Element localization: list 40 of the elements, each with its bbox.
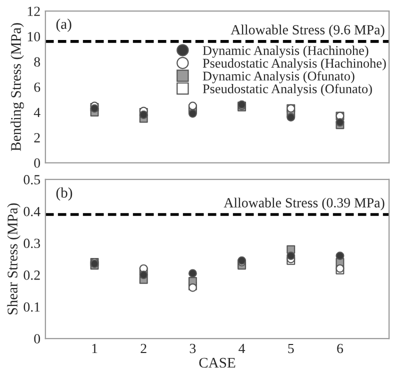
point: [286, 104, 296, 113]
y-tick-label: 0: [34, 158, 40, 168]
x-tick-label: 4: [238, 344, 246, 354]
y-tick-label: 10: [28, 32, 40, 42]
legend-label: Pseudostatic Analysis (Hachinohe): [202, 58, 386, 70]
annotation: (a): [56, 18, 72, 32]
point: [188, 269, 197, 278]
ref-line-label: Allowable Stress (0.39 MPa): [224, 198, 384, 210]
x-tick-label: 2: [140, 344, 146, 354]
legend-label: Pseudostatic Analysis (Ofunato): [202, 84, 372, 96]
y-axis-title: Bending Stress (MPa): [10, 23, 24, 151]
ref-line-label: Allowable Stress (9.6 MPa): [230, 24, 384, 38]
point: [188, 102, 197, 110]
point: [188, 109, 197, 118]
x-tick-label: 5: [288, 344, 294, 354]
point: [139, 110, 148, 119]
y-tick-label: 6: [34, 82, 40, 92]
y-tick-label: 8: [34, 57, 40, 67]
y-tick-label: 0.5: [24, 175, 40, 184]
point: [336, 118, 344, 127]
y-tick-label: 0.4: [24, 206, 40, 216]
y-tick-label: 4: [34, 108, 40, 118]
y-tick-label: 0: [34, 334, 40, 344]
x-tick-label: 3: [190, 344, 196, 354]
y-tick-label: 2: [34, 133, 40, 142]
x-tick-label: 1: [92, 344, 98, 354]
y-tick-label: 0.3: [24, 238, 40, 248]
y-tick-label: 0.1: [24, 302, 40, 312]
point: [286, 252, 296, 260]
annotation: (b): [56, 187, 72, 201]
x-tick-label: 6: [337, 344, 344, 354]
legend-label: Dynamic Analysis (Hachinohe): [202, 46, 368, 58]
point: [286, 113, 296, 122]
y-tick-label: 12: [28, 6, 40, 16]
y-tick-label: 0.2: [24, 270, 40, 280]
legend-label: Dynamic Analysis (Ofunato): [202, 71, 354, 84]
point: [139, 270, 148, 280]
x-axis-title: CASE: [199, 358, 236, 368]
point: [336, 252, 344, 260]
y-axis-title: Shear Stress (MPa): [7, 203, 20, 314]
